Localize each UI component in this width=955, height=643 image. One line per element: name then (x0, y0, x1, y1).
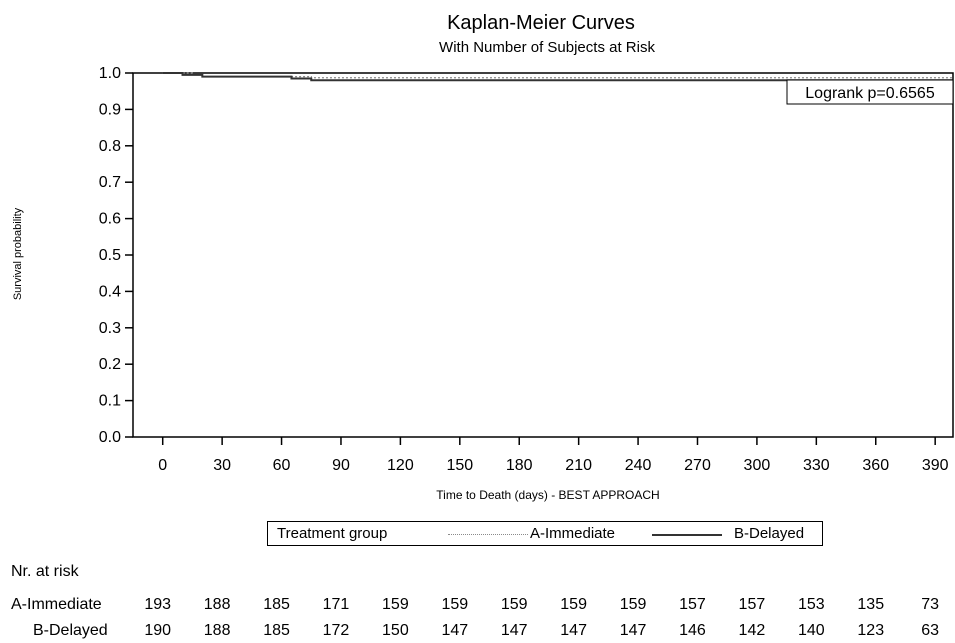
y-axis-ticks: 0.0 0.1 0.2 0.3 0.4 0.5 0.6 0.7 0.8 0.9 1.0 (99, 65, 133, 446)
survival-curves (162, 72, 953, 82)
risk-row-label-a-immediate: A-Immediate (11, 596, 102, 613)
risk-cell: 159 (382, 596, 409, 613)
plot-frame (132, 72, 954, 438)
risk-cell: 147 (441, 622, 469, 639)
risk-cell: 140 (797, 622, 825, 639)
risk-cell: 63 (921, 622, 940, 639)
risk-row-label-b-delayed: B-Delayed (33, 622, 108, 639)
risk-cell: 135 (857, 596, 885, 613)
y-tick-label: 0.5 (99, 247, 121, 264)
x-tick-label: 60 (273, 457, 291, 474)
risk-cell: 188 (203, 596, 231, 613)
risk-cell: 157 (679, 596, 706, 613)
logrank-annotation-box (786, 79, 954, 105)
risk-cell: 193 (144, 596, 172, 613)
risk-cell: 188 (203, 622, 231, 639)
risk-cell: 159 (500, 596, 528, 613)
risk-cell: 146 (679, 622, 706, 639)
y-tick-label: 0.8 (99, 138, 121, 155)
risk-cell: 150 (382, 622, 409, 639)
risk-cell: 153 (797, 596, 825, 613)
y-tick-label: 1.0 (99, 65, 121, 82)
x-axis-ticks: 0 30 60 90 120 150 180 210 240 270 300 330 360 390 (158, 437, 949, 474)
risk-cell: 123 (857, 622, 885, 639)
survival-curve-b-delayed (162, 72, 953, 82)
risk-cell: 73 (921, 596, 940, 613)
x-tick-label: 30 (213, 457, 231, 474)
x-tick-label: 270 (684, 457, 711, 474)
risk-cell: 172 (322, 622, 350, 639)
x-tick-label: 360 (862, 457, 889, 474)
x-tick-label: 0 (158, 457, 167, 474)
x-tick-label: 90 (332, 457, 350, 474)
risk-cell: 147 (619, 622, 647, 639)
risk-cell: 185 (263, 596, 290, 613)
survival-curve-a-immediate (162, 72, 953, 79)
x-tick-label: 210 (565, 457, 592, 474)
x-tick-label: 180 (506, 457, 533, 474)
y-tick-label: 0.0 (99, 429, 121, 446)
y-tick-label: 0.4 (99, 283, 121, 300)
x-tick-label: 300 (744, 457, 771, 474)
risk-cell: 190 (144, 622, 172, 639)
y-tick-label: 0.6 (99, 211, 121, 228)
risk-cell: 171 (322, 596, 350, 613)
risk-cell: 159 (441, 596, 469, 613)
y-axis-label: Survival probability (12, 207, 24, 300)
logrank-annotation: Logrank p=0.6565 (805, 85, 935, 102)
legend-title: Treatment group (277, 525, 388, 542)
risk-cell: 147 (560, 622, 587, 639)
risk-cell: 159 (560, 596, 587, 613)
x-tick-label: 390 (922, 457, 949, 474)
y-tick-label: 0.2 (99, 356, 121, 373)
chart-title: Kaplan-Meier Curves (447, 12, 635, 34)
y-tick-label: 0.1 (99, 393, 121, 410)
risk-cell: 147 (500, 622, 528, 639)
y-tick-label: 0.7 (99, 174, 121, 191)
chart-subtitle: With Number of Subjects at Risk (439, 39, 655, 56)
risk-cell: 142 (738, 622, 766, 639)
risk-cell: 185 (263, 622, 290, 639)
y-tick-label: 0.9 (99, 101, 121, 118)
x-tick-label: 120 (387, 457, 414, 474)
x-tick-label: 240 (625, 457, 652, 474)
risk-table-header: Nr. at risk (11, 563, 79, 580)
legend-swatch-a-immediate (448, 534, 528, 535)
y-tick-label: 0.3 (99, 320, 121, 337)
legend: Treatment group A-Immediate B-Delayed (267, 521, 823, 546)
risk-cell: 157 (738, 596, 766, 613)
legend-item-a-immediate: A-Immediate (530, 525, 616, 542)
legend-item-b-delayed: B-Delayed (734, 525, 805, 542)
x-axis-label: Time to Death (days) - BEST APPROACH (436, 488, 659, 502)
x-tick-label: 150 (446, 457, 473, 474)
plot-axes (132, 72, 954, 438)
x-tick-label: 330 (803, 457, 830, 474)
legend-swatch-b-delayed (652, 534, 722, 536)
risk-cell: 159 (619, 596, 647, 613)
